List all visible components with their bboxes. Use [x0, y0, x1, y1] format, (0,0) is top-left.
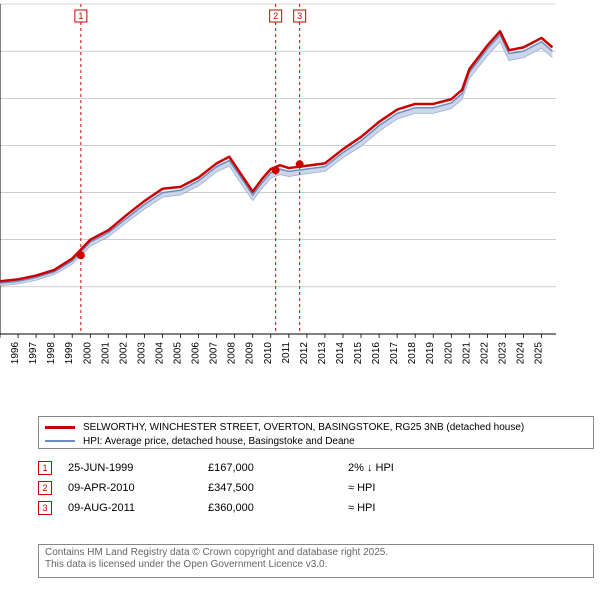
svg-text:2004: 2004: [154, 342, 165, 365]
transaction-delta: ≈ HPI: [348, 502, 508, 514]
legend-item: SELWORTHY, WINCHESTER STREET, OVERTON, B…: [45, 420, 587, 434]
svg-text:2008: 2008: [227, 342, 238, 365]
legend-item: HPI: Average price, detached house, Basi…: [45, 434, 587, 448]
footer-line-1: Contains HM Land Registry data © Crown c…: [45, 547, 587, 559]
transaction-row: 2 09-APR-2010£347,500≈ HPI: [38, 478, 508, 498]
svg-text:1997: 1997: [28, 342, 39, 365]
transaction-date: 09-APR-2010: [68, 482, 208, 494]
price-chart: £0£100K£200K£300K£400K£500K£600K£700K199…: [0, 0, 556, 370]
svg-text:2009: 2009: [245, 342, 256, 365]
svg-text:2018: 2018: [407, 342, 418, 365]
transaction-marker-badge: 3: [38, 501, 52, 515]
svg-text:2001: 2001: [100, 342, 111, 365]
svg-text:2007: 2007: [209, 342, 220, 365]
footer-line-2: This data is licensed under the Open Gov…: [45, 559, 587, 571]
transaction-delta: ≈ HPI: [348, 482, 508, 494]
svg-text:2023: 2023: [497, 342, 508, 365]
svg-text:1999: 1999: [64, 342, 75, 365]
svg-text:2: 2: [273, 11, 278, 21]
svg-text:2012: 2012: [299, 342, 310, 365]
transaction-price: £167,000: [208, 462, 348, 474]
legend-label: HPI: Average price, detached house, Basi…: [83, 436, 355, 447]
legend-swatch: [45, 440, 75, 442]
svg-text:1996: 1996: [10, 342, 21, 365]
svg-text:2021: 2021: [461, 342, 472, 365]
svg-text:1998: 1998: [46, 342, 57, 365]
svg-text:2002: 2002: [118, 342, 129, 365]
svg-text:2022: 2022: [479, 342, 490, 365]
svg-text:2017: 2017: [389, 342, 400, 365]
svg-text:2024: 2024: [516, 342, 527, 365]
svg-text:1995: 1995: [0, 342, 3, 365]
svg-text:2000: 2000: [82, 342, 93, 365]
svg-text:2019: 2019: [425, 342, 436, 365]
svg-text:2014: 2014: [335, 342, 346, 365]
svg-text:3: 3: [297, 11, 302, 21]
legend-label: SELWORTHY, WINCHESTER STREET, OVERTON, B…: [83, 422, 524, 433]
transaction-marker-badge: 1: [38, 461, 52, 475]
transaction-table: 1 25-JUN-1999£167,0002% ↓ HPI 2 09-APR-2010…: [38, 458, 508, 518]
transaction-price: £347,500: [208, 482, 348, 494]
transaction-row: 3 09-AUG-2011£360,000≈ HPI: [38, 498, 508, 518]
legend: SELWORTHY, WINCHESTER STREET, OVERTON, B…: [38, 416, 594, 449]
svg-text:2020: 2020: [443, 342, 454, 365]
svg-text:2013: 2013: [317, 342, 328, 365]
svg-text:2015: 2015: [353, 342, 364, 365]
svg-text:2025: 2025: [534, 342, 545, 365]
transaction-date: 25-JUN-1999: [68, 462, 208, 474]
svg-text:2016: 2016: [371, 342, 382, 365]
svg-text:2003: 2003: [136, 342, 147, 365]
svg-text:2010: 2010: [263, 342, 274, 365]
transaction-delta: 2% ↓ HPI: [348, 462, 508, 474]
svg-text:1: 1: [78, 11, 83, 21]
svg-text:2011: 2011: [281, 342, 292, 364]
attribution-footer: Contains HM Land Registry data © Crown c…: [38, 544, 594, 578]
transaction-price: £360,000: [208, 502, 348, 514]
transaction-marker-badge: 2: [38, 481, 52, 495]
transaction-date: 09-AUG-2011: [68, 502, 208, 514]
legend-swatch: [45, 426, 75, 429]
svg-text:2005: 2005: [173, 342, 184, 365]
svg-text:2006: 2006: [191, 342, 202, 365]
transaction-row: 1 25-JUN-1999£167,0002% ↓ HPI: [38, 458, 508, 478]
